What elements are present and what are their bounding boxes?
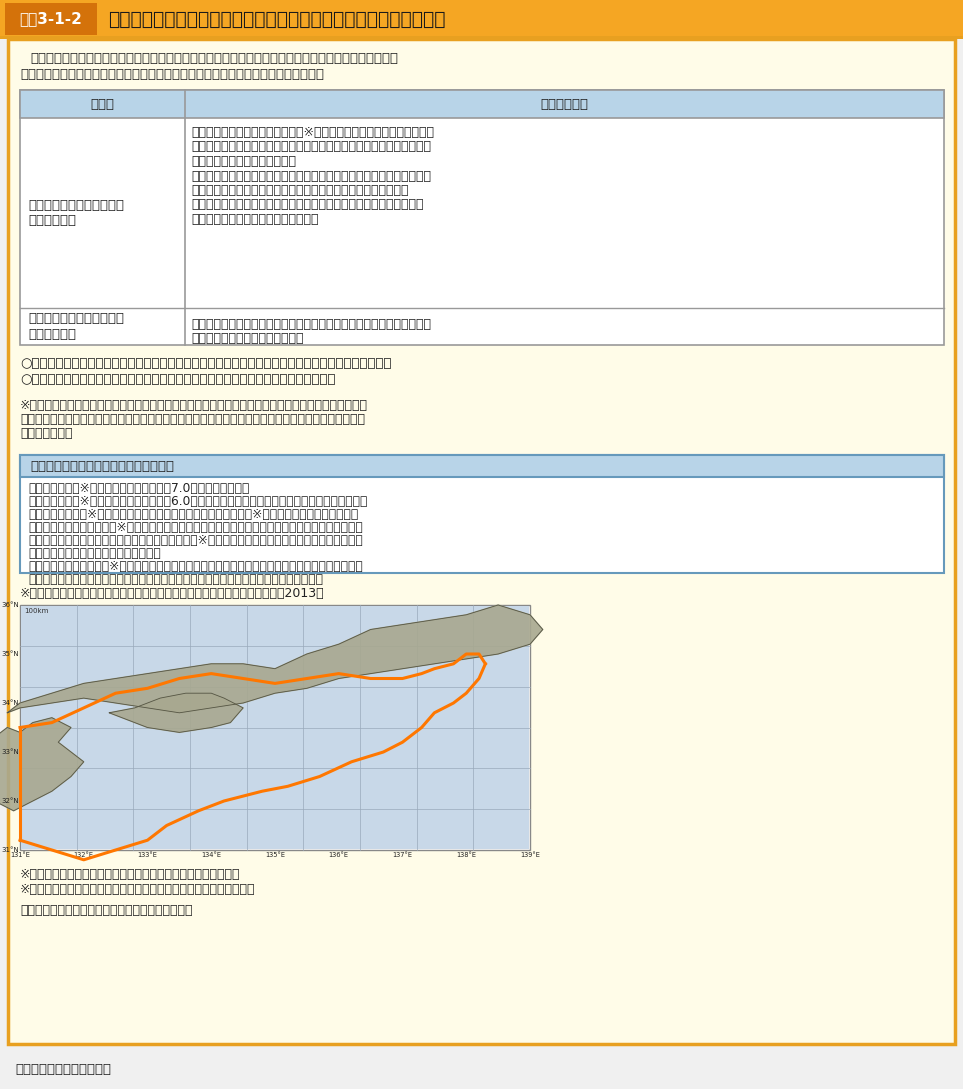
Text: ○本情報を発表していなくても、南海トラフ沿いの大規模地震が発生することもある。: ○本情報を発表していなくても、南海トラフ沿いの大規模地震が発生することもある。: [20, 374, 335, 386]
Polygon shape: [0, 718, 84, 811]
Text: 132°E: 132°E: [74, 852, 93, 858]
Bar: [0, 0, 963, 38]
Text: に有意な変化を観測した場合など、気象庁が調査を開始する対象となる現象で、具体的には次の: に有意な変化を観測した場合など、気象庁が調査を開始する対象となる現象で、具体的に…: [20, 413, 365, 426]
Bar: [0, 36, 963, 39]
Text: 100km: 100km: [24, 608, 48, 614]
Text: 上記は、今後の検討により見直されることがある。: 上記は、今後の検討により見直されることがある。: [20, 904, 193, 917]
Text: ・想定震源域（※２）内でマグニチュード6.0以上の（或いは震度５弱以上を観測した）地震が発生: ・想定震源域（※２）内でマグニチュード6.0以上の（或いは震度５弱以上を観測した…: [28, 495, 367, 507]
Text: ・観測された現象を調査した結果、南海トラフ沿いの大規模な地震発生: ・観測された現象を調査した結果、南海トラフ沿いの大規模な地震発生: [191, 170, 431, 183]
Text: 139°E: 139°E: [520, 852, 540, 858]
Text: ・１カ所以上のひずみ計（※３）で有意な変化を観測し、同時に他の複数の観測点でもそれに関係す: ・１カ所以上のひずみ計（※３）で有意な変化を観測し、同時に他の複数の観測点でもそ…: [28, 521, 363, 534]
Text: の検討が必要と認められる変化を観測: の検討が必要と認められる変化を観測: [28, 547, 161, 560]
Text: 情報発表条件: 情報発表条件: [540, 98, 588, 110]
Polygon shape: [109, 694, 243, 733]
Text: ると評価した場合等に、気象庁が「南海トラフ地震に関連する情報」の発表を行う。: ると評価した場合等に、気象庁が「南海トラフ地震に関連する情報」の発表を行う。: [20, 68, 324, 81]
Text: ※４：ステップ状の変化；地震発生時に通常観測される段差的な変化: ※４：ステップ状の変化；地震発生時に通常観測される段差的な変化: [20, 883, 255, 896]
Text: 気象庁が調査を開始する対象となる現象: 気象庁が調査を開始する対象となる現象: [30, 460, 174, 473]
Text: の可能性が平常時と比べて相対的に高まったと評価された場合: の可能性が平常時と比べて相対的に高まったと評価された場合: [191, 184, 408, 197]
Text: 137°E: 137°E: [393, 852, 412, 858]
Text: 131°E: 131°E: [10, 852, 30, 858]
Text: ※２：想定震源域；下図に示す南海トラフ地震の想定震源域（中央防災会議、2013）: ※２：想定震源域；下図に示す南海トラフ地震の想定震源域（中央防災会議、2013）: [20, 587, 325, 600]
Bar: [22, 607, 77, 617]
Bar: [20, 90, 944, 345]
Text: 133°E: 133°E: [138, 852, 157, 858]
Text: 136°E: 136°E: [328, 852, 349, 858]
Bar: [20, 90, 944, 118]
Polygon shape: [8, 605, 543, 713]
Text: 気象庁が発表する南海トラフ地震に関連する情報の種類と発表条件: 気象庁が発表する南海トラフ地震に関連する情報の種類と発表条件: [108, 10, 446, 28]
Bar: [20, 455, 944, 573]
Text: 出典：気象庁ホームページ: 出典：気象庁ホームページ: [15, 1063, 111, 1076]
Text: 南海トラフ地震に関連する
情報（臨時）: 南海トラフ地震に関連する 情報（臨時）: [28, 199, 124, 227]
Text: ・南海トラフ沿いの大規模な地震発生の可能性が相対的に高まった状: ・南海トラフ沿いの大規模な地震発生の可能性が相対的に高まった状: [191, 198, 424, 211]
Bar: [20, 605, 530, 851]
Text: ・「南海トラフ沿いの地震に関する評価検討会」の定例会合において評: ・「南海トラフ沿いの地震に関する評価検討会」の定例会合において評: [191, 318, 431, 331]
Text: 135°E: 135°E: [265, 852, 285, 858]
Text: ・南海トラフ沿いで異常な現象（※１）が観測され、その現象が南海ト: ・南海トラフ沿いで異常な現象（※１）が観測され、その現象が南海ト: [191, 126, 434, 139]
Text: 32°N: 32°N: [1, 798, 19, 804]
Text: 態ではなくなったと評価された場合: 態ではなくなったと評価された場合: [191, 213, 319, 227]
Text: 南海トラフ全域を対象として、異常な現象を観測した場合や地震発生の可能性が相対的に高まってい: 南海トラフ全域を対象として、異常な現象を観測した場合や地震発生の可能性が相対的に…: [30, 52, 398, 65]
Bar: [5, 3, 97, 35]
Text: ・想定震源域（※２）内でマグニチュード7.0以上の地震が発生: ・想定震源域（※２）内でマグニチュード7.0以上の地震が発生: [28, 482, 249, 495]
Text: 31°N: 31°N: [1, 847, 19, 853]
Text: 138°E: 138°E: [456, 852, 477, 858]
Text: 南海トラフ地震に関連する
情報（定例）: 南海トラフ地震に関連する 情報（定例）: [28, 313, 124, 341]
Text: ※３：ひずみ計；当面、東海地域に設置されたひずみ計を使用。: ※３：ひずみ計；当面、東海地域に設置されたひずみ計を使用。: [20, 868, 241, 881]
Text: 図表3-1-2: 図表3-1-2: [19, 12, 83, 26]
Text: たは調査を継続している場合: たは調査を継続している場合: [191, 155, 296, 168]
Text: ると思われる変化を観測している等、ひずみ計（※３）で南海トラフ沿いの大規模地震との関連性: ると思われる変化を観測している等、ひずみ計（※３）で南海トラフ沿いの大規模地震と…: [28, 534, 363, 547]
Text: ○本情報の運用開始に伴い、東海地震のみに着目した情報（東海地震に関連する情報）の発表はない。: ○本情報の運用開始に伴い、東海地震のみに着目した情報（東海地震に関連する情報）の…: [20, 357, 392, 370]
Text: 34°N: 34°N: [1, 700, 19, 706]
Text: 35°N: 35°N: [1, 651, 19, 657]
Text: ・その他、想定震源域（※２）内のプレート境界の固着状況の変化を示す可能性のある現象が観測さ: ・その他、想定震源域（※２）内のプレート境界の固着状況の変化を示す可能性のある現…: [28, 560, 363, 573]
Text: 価した調査結果を発表する場合: 価した調査結果を発表する場合: [191, 332, 303, 345]
Text: 134°E: 134°E: [201, 852, 221, 858]
Text: れた等、南海トラフ沿いの大規模地震との関連性の検討が必要と認められる現象を観測: れた等、南海トラフ沿いの大規模地震との関連性の検討が必要と認められる現象を観測: [28, 573, 323, 586]
Bar: [20, 455, 944, 477]
Text: ラフ沿いの大規模な地震と関連するかどうか調査を開始した場合、ま: ラフ沿いの大規模な地震と関連するかどうか調査を開始した場合、ま: [191, 140, 431, 154]
Text: し、ひずみ計（※３）で当該地震に対応するステップ状の変化（※４）以外の特異な変化を観測: し、ひずみ計（※３）で当該地震に対応するステップ状の変化（※４）以外の特異な変化…: [28, 507, 358, 521]
Text: 情報名: 情報名: [91, 98, 115, 110]
Text: とおり。: とおり。: [20, 427, 72, 440]
Text: 36°N: 36°N: [1, 602, 19, 608]
Text: ※１：南海トラフ沿いでマグニチュード７以上の地震が発生した場合や東海地域に設置されたひずみ計: ※１：南海トラフ沿いでマグニチュード７以上の地震が発生した場合や東海地域に設置さ…: [20, 399, 368, 412]
Text: 33°N: 33°N: [1, 749, 19, 755]
Bar: [21, 605, 529, 849]
